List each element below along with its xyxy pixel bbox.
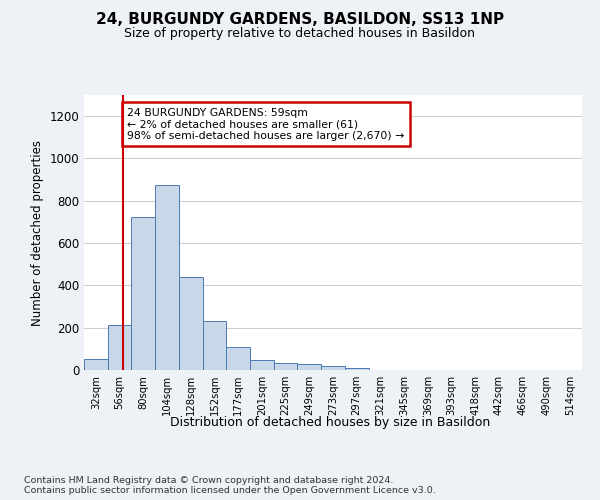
Text: Contains HM Land Registry data © Crown copyright and database right 2024.
Contai: Contains HM Land Registry data © Crown c… [24, 476, 436, 495]
Y-axis label: Number of detached properties: Number of detached properties [31, 140, 44, 326]
Bar [155, 185, 179, 370]
Text: Size of property relative to detached houses in Basildon: Size of property relative to detached ho… [125, 28, 476, 40]
Bar [345, 368, 368, 370]
Bar [250, 360, 274, 370]
Bar [274, 362, 298, 370]
Bar [203, 322, 226, 370]
Bar [108, 324, 131, 370]
Bar [226, 347, 250, 370]
Bar [131, 216, 155, 370]
Text: 24 BURGUNDY GARDENS: 59sqm
← 2% of detached houses are smaller (61)
98% of semi-: 24 BURGUNDY GARDENS: 59sqm ← 2% of detac… [127, 108, 404, 141]
Bar [321, 366, 345, 370]
Text: 24, BURGUNDY GARDENS, BASILDON, SS13 1NP: 24, BURGUNDY GARDENS, BASILDON, SS13 1NP [96, 12, 504, 28]
Bar [179, 277, 203, 370]
Text: Distribution of detached houses by size in Basildon: Distribution of detached houses by size … [170, 416, 490, 429]
Bar [84, 360, 108, 370]
Bar [298, 364, 321, 370]
